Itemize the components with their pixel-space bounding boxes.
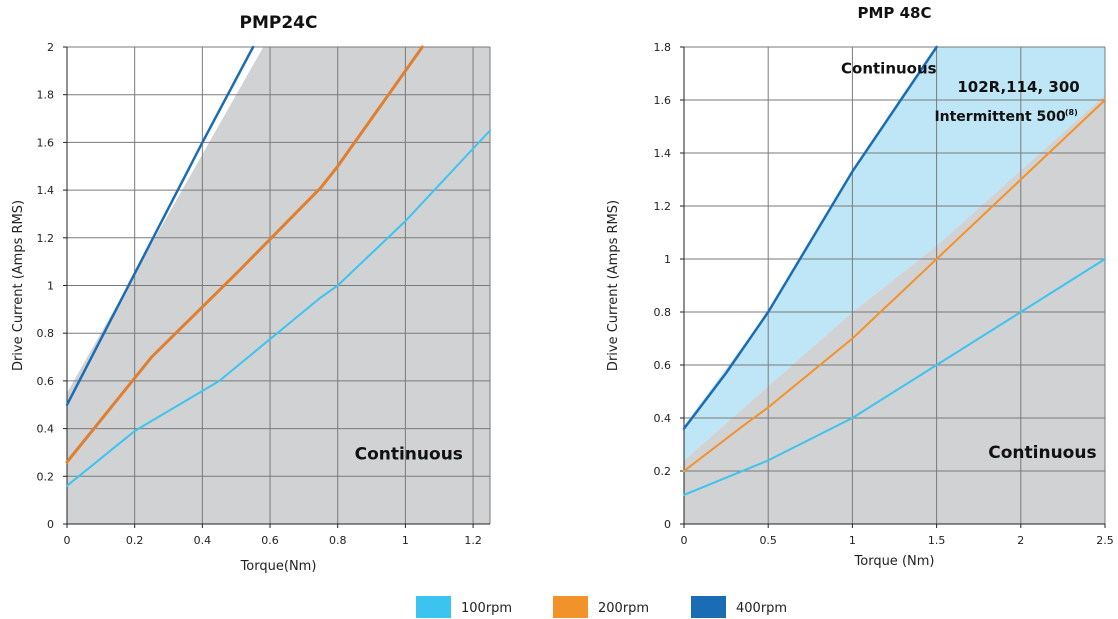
y-tick-label-7: 1.4	[37, 184, 55, 197]
series-line-100rpm	[66, 129, 491, 487]
x-axis-label: Torque(Nm)	[240, 559, 317, 574]
y-tick-label-8: 1.6	[37, 136, 55, 149]
series-line-400rpm	[65, 45, 255, 407]
x-tick-label-5: 2.5	[1096, 534, 1114, 547]
chart-pmp48c: 0 0.5 1 1.5 2 2.5 0 0.2 0.4 0.6 0.8 1 1.2 1.4 1.6 1.8 Co…	[606, 4, 1114, 569]
y-tick-label-5: 1	[47, 280, 54, 293]
annotation-2: 102R,114, 300	[957, 78, 1079, 96]
x-tick-label-5: 1	[402, 534, 409, 547]
x-tick-label-0: 0	[681, 534, 688, 547]
annotation-0: Continuous	[355, 445, 463, 465]
x-tick-label-0: 0	[64, 534, 71, 547]
annotation-0: Continuous	[988, 443, 1096, 463]
y-tick-label-0: 0	[664, 518, 671, 531]
series-line-400rpm	[682, 45, 938, 430]
y-axis-label: Drive Current (Amps RMS)	[606, 200, 621, 371]
y-tick-label-0: 0	[47, 518, 54, 531]
y-tick-label-2: 0.4	[37, 423, 55, 436]
chart-pmp24c: 0 0.2 0.4 0.6 0.8 1 1.2 0 0.2 0.4 0.6 0.8 1 1.2 1.4 1.6…	[11, 13, 491, 574]
series-line-200rpm	[683, 99, 1106, 472]
legend: 100rpm 200rpm 400rpm	[416, 596, 787, 618]
series-line-200rpm	[65, 45, 424, 464]
x-tick-label-4: 2	[1017, 534, 1024, 547]
y-axis-label: Drive Current (Amps RMS)	[11, 200, 26, 371]
y-tick-label-7: 1.4	[654, 147, 672, 160]
legend-swatch-100rpm	[416, 596, 451, 618]
legend-label-100rpm: 100rpm	[461, 601, 512, 616]
x-tick-label-1: 0.2	[126, 534, 144, 547]
y-tick-label-9: 1.8	[654, 41, 672, 54]
annotation-3: Intermittent 500	[934, 109, 1066, 125]
y-tick-label-1: 0.2	[37, 470, 55, 483]
x-axis-label: Torque (Nm)	[854, 554, 935, 569]
y-tick-label-10: 2	[47, 41, 54, 54]
legend-swatch-200rpm	[553, 596, 588, 618]
region-0	[684, 94, 1105, 524]
annotation-1: Continuous	[841, 60, 937, 78]
y-tick-label-5: 1	[664, 253, 671, 266]
chart-title: PMP 48C	[857, 4, 931, 22]
y-tick-label-3: 0.6	[37, 375, 55, 388]
legend-label-400rpm: 400rpm	[736, 601, 787, 616]
annotation-sup-3: (8)	[1065, 108, 1078, 117]
x-tick-label-1: 0.5	[759, 534, 777, 547]
y-tick-label-3: 0.6	[654, 359, 672, 372]
y-tick-label-6: 1.2	[654, 200, 672, 213]
y-tick-label-9: 1.8	[37, 89, 55, 102]
y-tick-label-8: 1.6	[654, 94, 672, 107]
chart-title: PMP24C	[240, 13, 318, 33]
y-tick-label-2: 0.4	[654, 412, 672, 425]
x-tick-label-4: 0.8	[329, 534, 347, 547]
region-1	[684, 47, 1105, 461]
x-tick-label-3: 0.6	[261, 534, 279, 547]
x-tick-label-2: 0.4	[194, 534, 212, 547]
y-tick-label-4: 0.8	[37, 327, 55, 340]
x-tick-label-6: 1.2	[464, 534, 482, 547]
y-tick-label-4: 0.8	[654, 306, 672, 319]
x-tick-label-2: 1	[849, 534, 856, 547]
y-tick-label-6: 1.2	[37, 232, 55, 245]
x-tick-label-3: 1.5	[928, 534, 946, 547]
legend-label-200rpm: 200rpm	[598, 601, 649, 616]
legend-swatch-400rpm	[691, 596, 726, 618]
y-tick-label-1: 0.2	[654, 465, 672, 478]
series-line-100rpm	[683, 258, 1106, 496]
